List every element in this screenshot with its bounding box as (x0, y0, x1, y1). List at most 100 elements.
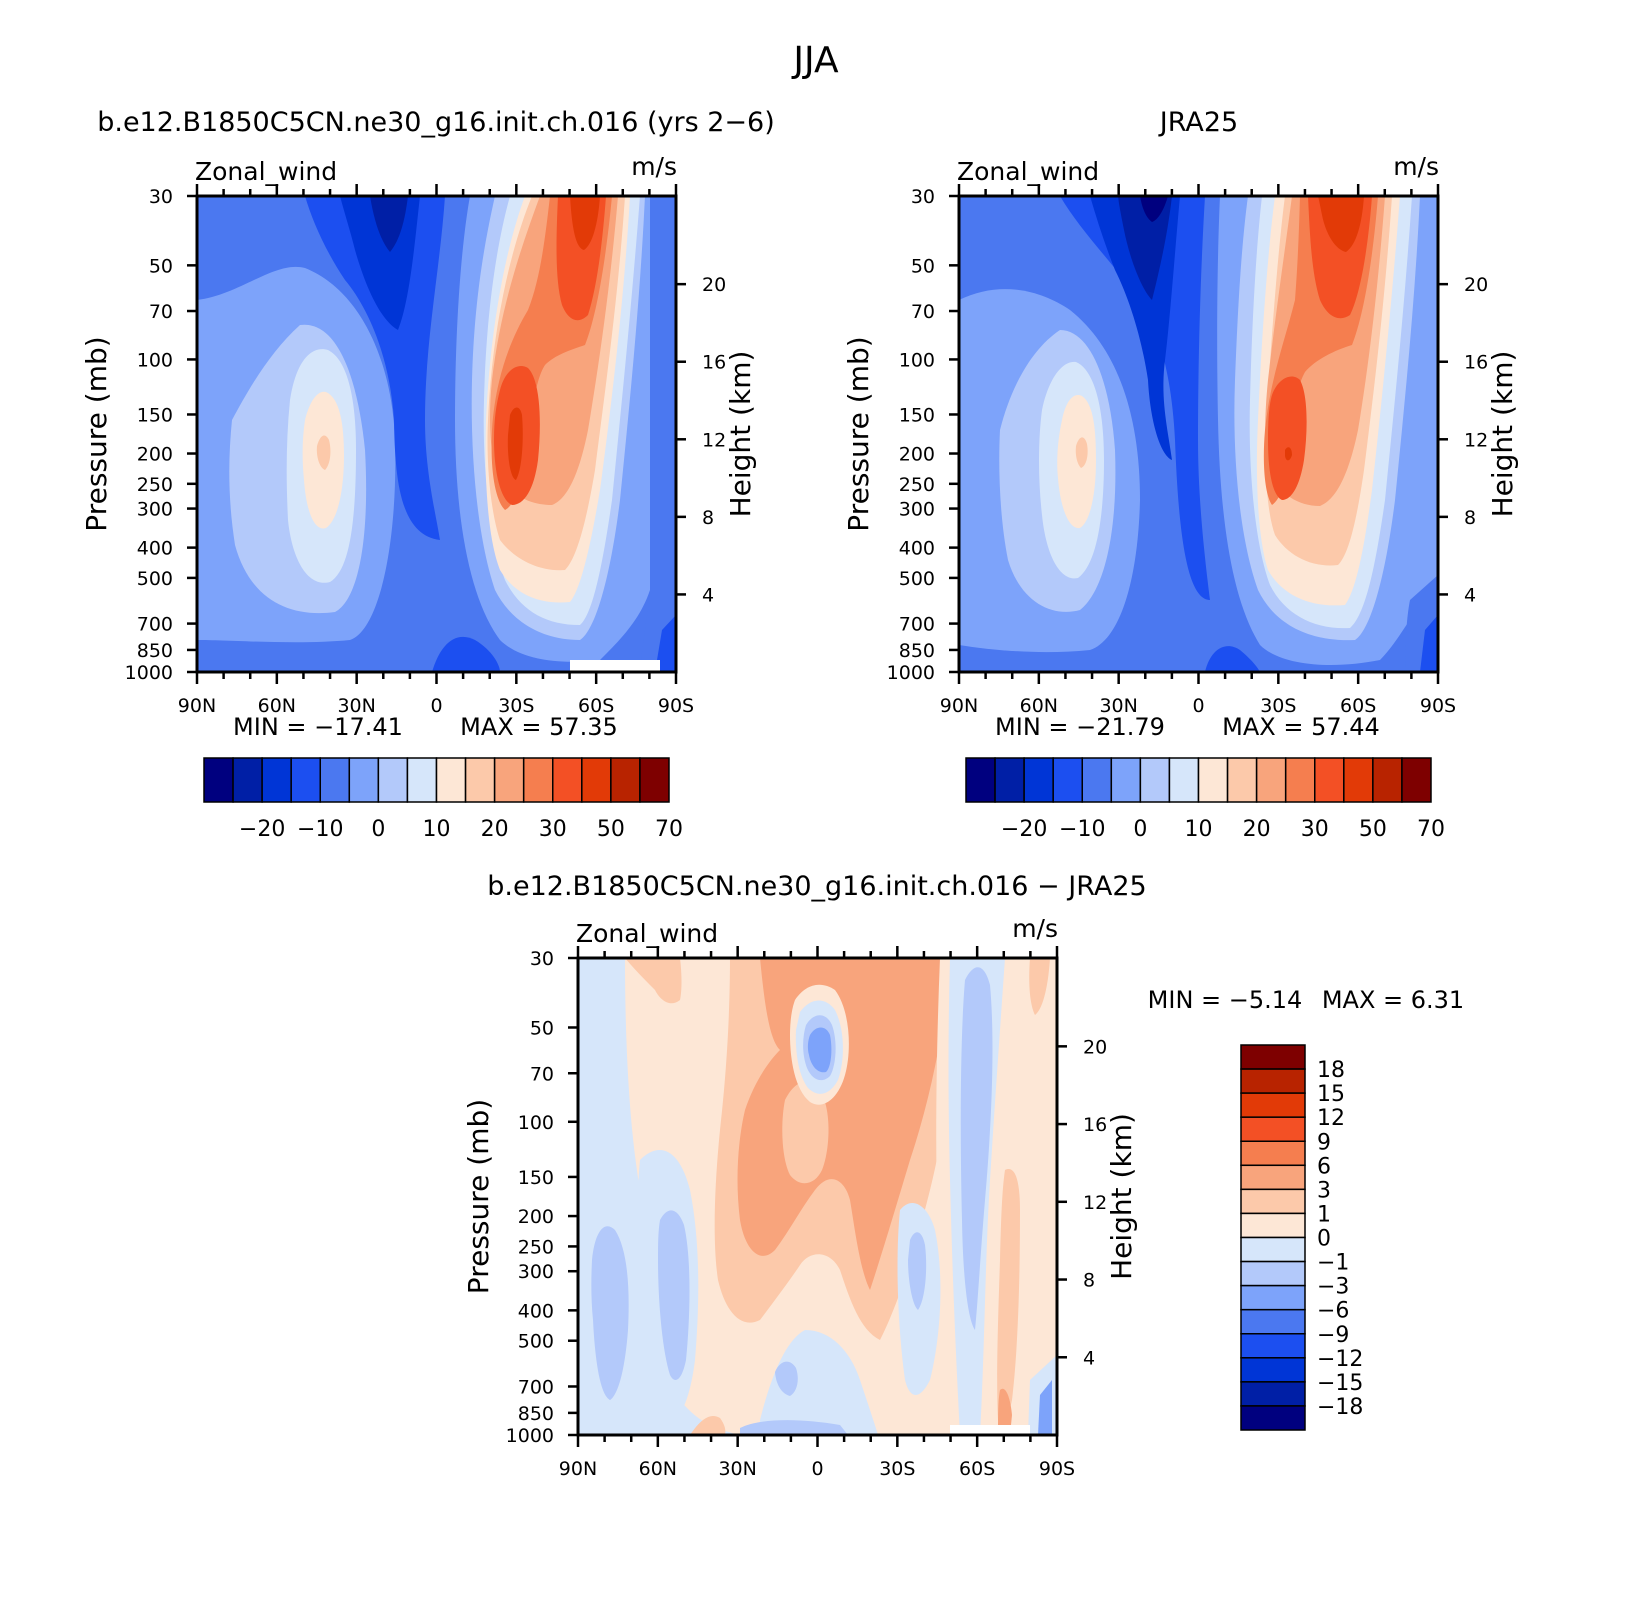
panel-model-frame: 3050701001502002503004005007008501000481… (80, 184, 757, 717)
lat-tick-label: 30S (1260, 695, 1296, 717)
panel-model-max-label: MAX = 57.35 (460, 713, 618, 741)
colorbar-label: −20 (239, 817, 285, 842)
height-tick-label: 20 (702, 274, 726, 296)
lat-tick-label: 90N (178, 695, 216, 717)
pressure-tick-label: 500 (899, 568, 935, 590)
colorbar-swatch (994, 757, 1025, 803)
panel-model-title: b.e12.B1850C5CN.ne30_g16.init.ch.016 (yr… (97, 107, 775, 138)
height-tick-label: 20 (1464, 274, 1488, 296)
pressure-tick-label: 50 (530, 1017, 554, 1039)
lat-tick-label: 60N (639, 1458, 677, 1480)
panel-model-plot (197, 196, 676, 672)
colorbar-label: −20 (1001, 817, 1047, 842)
colorbar-swatch (1240, 1381, 1306, 1407)
lat-tick-label: 30N (718, 1458, 756, 1480)
pressure-tick-label: 30 (911, 186, 935, 208)
colorbar-swatch (203, 757, 234, 803)
height-tick-label: 16 (1083, 1114, 1107, 1136)
pressure-tick-label: 400 (899, 538, 935, 560)
contour-fill (760, 1330, 878, 1435)
colorbar-swatch (1023, 757, 1054, 803)
contour-fill (1285, 196, 1364, 461)
lat-tick-label: 30S (879, 1458, 915, 1480)
pressure-tick-label: 850 (518, 1403, 554, 1425)
colorbar-swatch (1240, 1164, 1306, 1191)
panel-diff-max-label: MAX = 6.31 (1322, 986, 1464, 1014)
pressure-tick-label: 400 (518, 1300, 554, 1322)
colorbar-swatch (1240, 1357, 1306, 1383)
height-tick-label: 8 (702, 507, 714, 529)
height-tick-label: 8 (1083, 1270, 1095, 1292)
height-tick-label: 8 (1464, 507, 1476, 529)
panel-model-variable-label: Zonal_wind (195, 157, 337, 186)
colorbar-label: 15 (1317, 1082, 1345, 1107)
colorbar-swatch (232, 757, 263, 803)
lat-tick-label: 60S (578, 695, 614, 717)
panel-diff-frame: 3050701001502002503004005007008501000481… (462, 946, 1138, 1480)
pressure-tick-label: 300 (899, 499, 935, 521)
colorbar-swatch (1240, 1236, 1306, 1263)
colorbar-swatch (1240, 1333, 1306, 1359)
pressure-tick-label: 250 (899, 474, 935, 496)
colorbar-label: −6 (1317, 1299, 1349, 1324)
colorbar-swatch (1240, 1212, 1306, 1239)
colorbar-swatch (493, 757, 525, 803)
pressure-tick-label: 850 (899, 640, 935, 662)
height-tick-label: 20 (1083, 1036, 1107, 1058)
colorbar-swatch (522, 757, 554, 803)
pressure-tick-label: 300 (137, 499, 173, 521)
pressure-tick-label: 100 (518, 1112, 554, 1134)
contour-fill (625, 958, 682, 1004)
contour-fill (591, 1226, 629, 1400)
panel-obs-min-label: MIN = −21.79 (995, 713, 1165, 741)
pressure-tick-label: 50 (911, 255, 935, 277)
height-tick-label: 12 (702, 429, 726, 451)
colorbar-swatch (1240, 1188, 1306, 1215)
colorbar-swatch (1240, 1116, 1306, 1142)
colorbar-label: 0 (371, 817, 385, 842)
colorbar-label: 18 (1317, 1058, 1345, 1083)
pressure-tick-label: 500 (137, 568, 173, 590)
colorbar-swatch (581, 757, 612, 803)
lat-tick-label: 90N (559, 1458, 597, 1480)
colorbar-label: 12 (1317, 1106, 1345, 1131)
lat-tick-label: 30S (498, 695, 534, 717)
contour-fill (1118, 196, 1172, 300)
pressure-tick-label: 300 (518, 1261, 554, 1283)
pressure-tick-label: 70 (911, 301, 935, 323)
colorbar-label: 70 (655, 817, 683, 842)
colorbar-swatch (1240, 1308, 1306, 1335)
colorbar-swatch (406, 757, 438, 803)
lat-tick-label: 0 (1192, 695, 1204, 717)
colorbar-label: −10 (297, 817, 343, 842)
panel-obs-frame: 3050701001502002503004005007008501000481… (842, 184, 1519, 717)
colorbar-swatch (464, 757, 496, 803)
panel-diff-units-label: m/s (1012, 914, 1058, 943)
figure-title: JJA (791, 40, 839, 81)
height-axis-label: Height (km) (724, 351, 757, 518)
pressure-tick-label: 1000 (506, 1425, 554, 1447)
pressure-axis-label: Pressure (mb) (842, 336, 875, 531)
lat-tick-label: 90S (1420, 695, 1456, 717)
colorbar-model: −20 −10 0 10 20 30 50 70 (203, 757, 683, 842)
pressure-tick-label: 30 (530, 948, 554, 970)
lat-tick-label: 30N (1099, 695, 1137, 717)
lat-tick-label: 60S (1340, 695, 1376, 717)
pressure-tick-label: 700 (899, 614, 935, 636)
contour-fill (1140, 196, 1168, 222)
contour-fill (807, 1027, 832, 1073)
colorbar-label: −18 (1317, 1395, 1363, 1420)
colorbar-swatch (1284, 757, 1316, 803)
colorbar-swatch (261, 757, 292, 803)
pressure-axis-label: Pressure (mb) (462, 1099, 495, 1294)
contour-fill (1075, 437, 1088, 468)
contour-fill (908, 1232, 927, 1310)
colorbar-label: 50 (597, 817, 625, 842)
pressure-tick-label: 70 (149, 301, 173, 323)
colorbar-label: 30 (1301, 817, 1329, 842)
contour-fill (1205, 646, 1260, 672)
panel-model: b.e12.B1850C5CN.ne30_g16.init.ch.016 (yr… (80, 107, 775, 717)
contour-fill (655, 615, 676, 672)
pressure-tick-label: 200 (518, 1206, 554, 1228)
